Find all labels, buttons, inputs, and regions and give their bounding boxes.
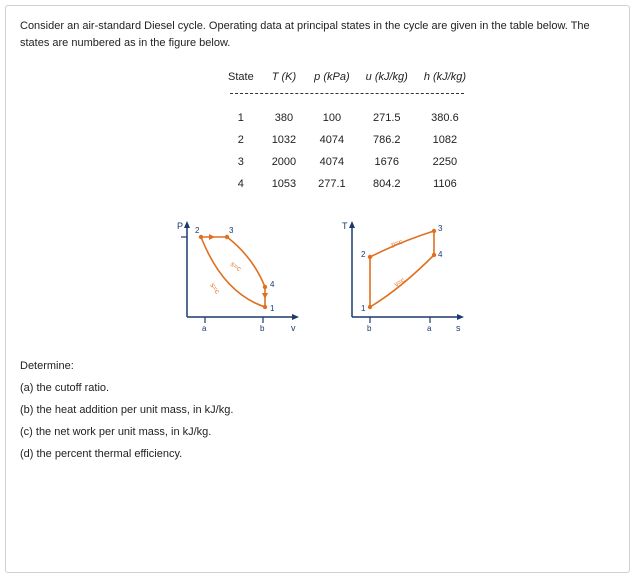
determine-item-b: (b) the heat addition per unit mass, in … (20, 404, 615, 416)
problem-card: Consider an air-standard Diesel cycle. O… (5, 5, 630, 573)
pv-tick-a: a (202, 324, 207, 333)
ts-pt4: 4 (438, 250, 443, 259)
table-row: 1 380 100 271.5 380.6 (220, 107, 474, 129)
pv-pt2: 2 (195, 226, 200, 235)
cell: 2000 (262, 151, 306, 173)
table-header-row: State T (K) p (kPa) u (kJ/kg) h (kJ/kg) (220, 69, 474, 85)
pv-pt3: 3 (229, 226, 234, 235)
table-row: 3 2000 4074 1676 2250 (220, 151, 474, 173)
ts-annot-v: v=c (393, 277, 407, 289)
pv-x-label: v (291, 323, 296, 333)
ts-pt2: 2 (361, 250, 366, 259)
ts-annot-p: p=c (390, 239, 404, 249)
col-state: State (220, 69, 262, 85)
table-row: 2 1032 4074 786.2 1082 (220, 129, 474, 151)
cell: 3 (220, 151, 262, 173)
pv-tick-b: b (260, 324, 265, 333)
cell: 804.2 (358, 173, 416, 195)
cell: 271.5 (358, 107, 416, 129)
col-enthalpy: h (kJ/kg) (416, 69, 474, 85)
cell: 380 (262, 107, 306, 129)
cell: 1 (220, 107, 262, 129)
cell: 1106 (416, 173, 474, 195)
pv-y-label: P (177, 221, 183, 231)
pv-diagram: P v a b 1 2 3 4 s=c s=c (165, 215, 305, 335)
ts-y-label: T (342, 221, 348, 231)
cell: 1676 (358, 151, 416, 173)
table-divider (230, 93, 464, 94)
data-table-wrap: State T (K) p (kPa) u (kJ/kg) h (kJ/kg) … (220, 69, 615, 195)
pv-annot: s=c (229, 261, 243, 273)
cell: 2250 (416, 151, 474, 173)
cell: 4074 (306, 129, 357, 151)
cell: 4 (220, 173, 262, 195)
cell: 1032 (262, 129, 306, 151)
pv-annot2: s=c (208, 282, 220, 296)
cell: 1082 (416, 129, 474, 151)
determine-section: Determine: (a) the cutoff ratio. (b) the… (20, 360, 615, 460)
ts-pt3: 3 (438, 224, 443, 233)
determine-item-c: (c) the net work per unit mass, in kJ/kg… (20, 426, 615, 438)
table-row: 4 1053 277.1 804.2 1106 (220, 173, 474, 195)
cycle-diagrams: P v a b 1 2 3 4 s=c s=c (20, 215, 615, 335)
ts-tick-b: b (367, 324, 372, 333)
ts-x-label: s (456, 323, 461, 333)
ts-tick-a: a (427, 324, 432, 333)
cell: 2 (220, 129, 262, 151)
col-temperature: T (K) (262, 69, 306, 85)
col-internal-energy: u (kJ/kg) (358, 69, 416, 85)
cell: 1053 (262, 173, 306, 195)
determine-heading: Determine: (20, 360, 615, 372)
ts-diagram: T s b a 1 2 3 4 p=c v=c (330, 215, 470, 335)
cell: 4074 (306, 151, 357, 173)
cell: 786.2 (358, 129, 416, 151)
state-data-table: State T (K) p (kPa) u (kJ/kg) h (kJ/kg) … (220, 69, 474, 195)
ts-pt1: 1 (361, 304, 366, 313)
determine-item-a: (a) the cutoff ratio. (20, 382, 615, 394)
problem-statement: Consider an air-standard Diesel cycle. O… (20, 18, 615, 51)
cell: 380.6 (416, 107, 474, 129)
pv-pt4: 4 (270, 280, 275, 289)
col-pressure: p (kPa) (306, 69, 357, 85)
cell: 100 (306, 107, 357, 129)
determine-item-d: (d) the percent thermal efficiency. (20, 448, 615, 460)
cell: 277.1 (306, 173, 357, 195)
pv-pt1: 1 (270, 304, 275, 313)
